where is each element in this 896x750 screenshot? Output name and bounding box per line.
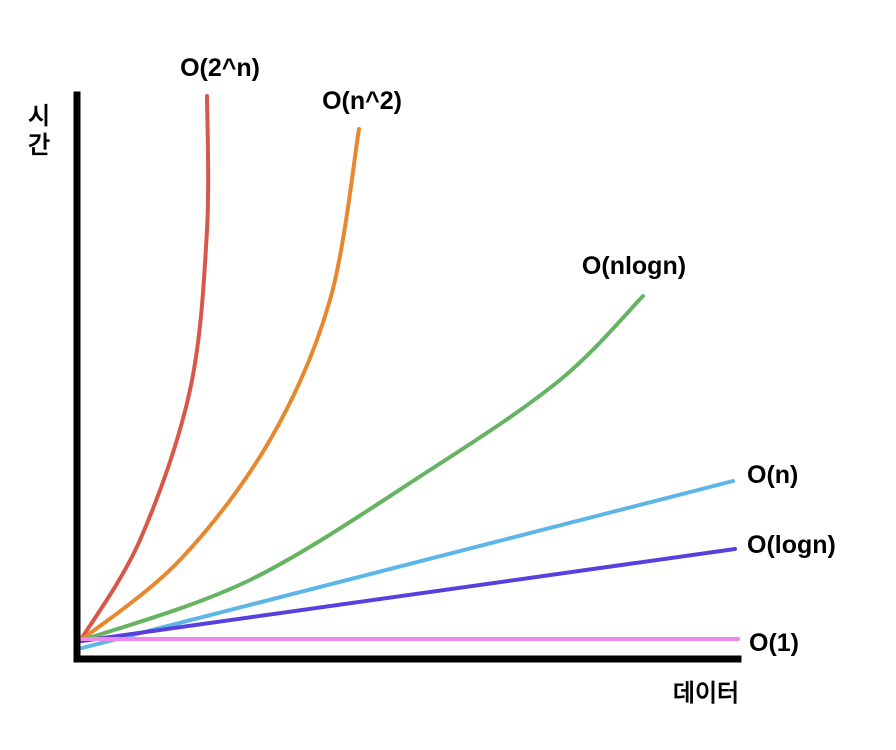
labels-group: O(2^n) O(n^2) O(nlogn) O(n) O(logn) O(1) — [180, 54, 836, 657]
y-axis-label-char-2: 간 — [28, 131, 50, 159]
series-label-nlogn: O(nlogn) — [582, 252, 686, 280]
y-axis-label-char-1: 시 — [28, 102, 50, 130]
series-label-const: O(1) — [749, 629, 799, 657]
series-line-quad — [78, 127, 361, 643]
series-label-lin: O(n) — [747, 461, 798, 489]
series-label-quad: O(n^2) — [322, 87, 402, 115]
curves-group — [75, 94, 740, 650]
series-label-exp: O(2^n) — [180, 54, 260, 82]
series-line-nlogn — [78, 294, 645, 643]
series-line-lin — [80, 479, 735, 650]
series-line-log — [80, 547, 737, 643]
series-label-log: O(logn) — [747, 531, 836, 559]
x-axis-label: 데이터 — [673, 679, 739, 707]
series-line-exp — [78, 94, 211, 643]
